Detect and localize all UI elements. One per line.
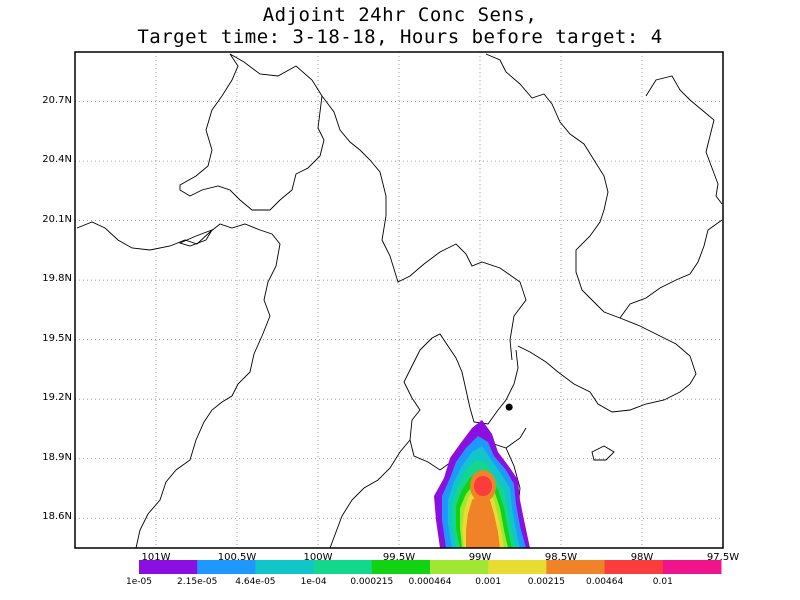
boundary-central xyxy=(403,349,527,471)
lon-tick-label: 99.5W xyxy=(382,552,416,563)
colorbar-label: 1e-05 xyxy=(126,577,152,587)
colorbar-label: 0.001 xyxy=(475,577,502,587)
lat-tick-label: 18.6N xyxy=(42,511,72,523)
colorbar-label: 0.01 xyxy=(652,577,673,587)
sensitivity-plume xyxy=(434,420,530,548)
colorbar-swatch xyxy=(488,560,547,574)
lat-tick-label: 20.1N xyxy=(42,213,72,225)
boundary-west-state xyxy=(76,221,281,549)
colorbar-swatch xyxy=(371,560,431,574)
lat-tick-label: 19.8N xyxy=(42,273,72,285)
boundary-east-inner xyxy=(619,219,723,319)
boundary-north-state xyxy=(179,53,325,211)
lon-tick-label: 97.5W xyxy=(706,552,740,563)
colorbar-swatch xyxy=(604,560,664,574)
colorbar-label: 4.64e-05 xyxy=(235,577,276,587)
boundary-valley xyxy=(419,333,519,425)
lat-tick-label: 18.9N xyxy=(42,451,72,463)
chart-title-line1: Adjoint 24hr Conc Sens, xyxy=(262,4,538,26)
plume-level-8 xyxy=(466,494,500,548)
colorbar-label: 0.000215 xyxy=(350,577,394,587)
lon-tick-label: 100W xyxy=(303,552,333,563)
lat-tick-label: 20.4N xyxy=(42,154,72,166)
state-boundaries xyxy=(76,53,723,549)
colorbar-swatch xyxy=(255,560,315,574)
lon-tick-label: 101W xyxy=(141,552,171,563)
lon-tick-label: 98W xyxy=(630,552,654,563)
lat-tick-label: 19.2N xyxy=(42,392,72,404)
lat-tick-label: 19.5N xyxy=(42,332,72,344)
colorbar-swatch xyxy=(662,560,722,574)
map-frame xyxy=(74,51,724,549)
colorbar-label: 0.00215 xyxy=(527,577,565,587)
colorbar-swatch xyxy=(313,560,373,574)
colorbar-label: 1e-04 xyxy=(300,577,327,587)
plume-core xyxy=(474,476,492,496)
boundary-south xyxy=(329,439,411,549)
colorbar-label: 2.15e-05 xyxy=(177,577,218,587)
boundary-center-north xyxy=(321,95,527,361)
lat-tick-label: 20.7N xyxy=(42,94,72,106)
boundary-far-east xyxy=(645,75,723,205)
boundary-lake xyxy=(591,445,615,461)
chart-title-line2: Target time: 3-18-18, Hours before targe… xyxy=(137,26,663,48)
target-marker xyxy=(505,403,513,411)
boundary-lake-2 xyxy=(178,229,214,247)
gridlines xyxy=(75,52,724,548)
lon-tick-label: 98.5W xyxy=(544,552,578,563)
boundary-east-region xyxy=(485,53,697,413)
lon-tick-label: 100.5W xyxy=(217,552,257,563)
colorbar-swatch xyxy=(546,560,606,574)
colorbar-label: 0.00464 xyxy=(585,577,624,587)
colorbar-label: 0.000464 xyxy=(408,577,452,587)
colorbar xyxy=(139,560,722,574)
colorbar-swatch xyxy=(197,560,256,574)
colorbar-swatch xyxy=(139,560,198,574)
lon-tick-label: 99W xyxy=(468,552,492,563)
colorbar-swatch xyxy=(430,560,489,574)
